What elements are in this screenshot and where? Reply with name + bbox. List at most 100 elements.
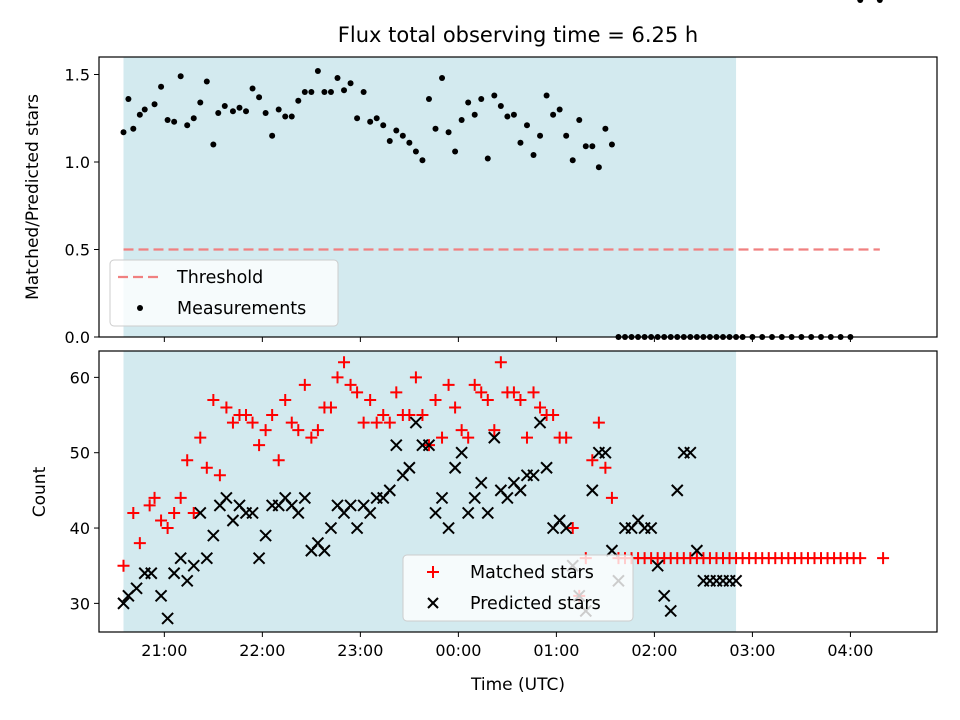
matched-star-point	[324, 401, 337, 414]
measurement-point	[595, 164, 602, 171]
measurement-point	[491, 92, 498, 99]
measurement-point	[203, 78, 210, 85]
predicted-star-point	[690, 544, 704, 557]
measurement-point	[471, 111, 478, 118]
predicted-star-point	[298, 491, 312, 505]
matched-star-point	[259, 424, 272, 437]
matched-star-point	[475, 386, 488, 399]
measurement-point	[386, 138, 393, 144]
predicted-star-point	[130, 582, 143, 595]
measurement-point	[478, 96, 485, 102]
measurement-point	[190, 115, 197, 122]
measurement-point	[130, 125, 137, 132]
matched-star-point	[168, 506, 181, 519]
measurement-point	[569, 157, 576, 164]
predicted-star-point	[540, 461, 553, 474]
count-ytick-label: 60	[70, 368, 90, 387]
predicted-star-point	[174, 551, 187, 565]
matched-star-point	[194, 431, 207, 444]
count-xtick-label: 02:00	[631, 641, 677, 660]
measurement-point	[177, 73, 184, 80]
measurement-point	[262, 110, 269, 116]
predicted-star-point	[246, 506, 259, 520]
measurement-point	[425, 96, 432, 102]
measurement-point	[367, 118, 374, 125]
matched-star-point	[226, 416, 239, 429]
predicted-star-point	[468, 491, 481, 505]
count-xtick-label: 22:00	[239, 641, 285, 660]
predicted-star-point	[429, 506, 442, 520]
matched-star-point	[117, 559, 130, 572]
count-xtick-label: 04:00	[827, 641, 873, 660]
predicted-star-point	[324, 521, 338, 535]
predicted-star-point	[514, 484, 527, 497]
matched-star-point	[266, 409, 279, 422]
matched-star-point	[357, 416, 370, 429]
matched-star-point	[338, 356, 351, 369]
measurement-point	[275, 106, 282, 113]
count-xtick-label: 03:00	[729, 641, 775, 660]
matched-star-point	[143, 499, 156, 512]
predicted-star-point	[154, 589, 168, 603]
measurement-point	[537, 132, 544, 139]
measurement-point	[136, 111, 143, 118]
measurement-point	[210, 141, 217, 148]
measurement-point	[158, 83, 165, 90]
predicted-star-point	[664, 604, 677, 618]
matched-star-point	[240, 409, 253, 422]
measurement-point	[608, 141, 615, 148]
matched-star-point	[416, 409, 429, 422]
measurement-point	[360, 89, 367, 95]
matched-star-point	[351, 386, 364, 399]
matched-star-point	[547, 409, 560, 422]
matched-star-point	[344, 378, 357, 391]
matched-star-point	[494, 356, 507, 369]
predicted-star-point	[599, 446, 612, 459]
measurement-point	[556, 106, 563, 113]
measurement-point	[120, 129, 127, 136]
measurement-point	[321, 89, 328, 95]
measurement-point	[215, 110, 222, 116]
measurement-point	[314, 68, 321, 74]
measurement-point	[432, 125, 439, 132]
matched-star-point	[298, 378, 311, 391]
predicted-star-point	[475, 476, 488, 490]
predicted-star-point	[226, 514, 240, 527]
measurement-point	[221, 103, 228, 109]
predicted-star-point	[363, 506, 377, 520]
predicted-star-point	[435, 491, 449, 505]
measurement-point	[236, 104, 243, 111]
measurement-point	[399, 132, 406, 139]
measurement-point	[876, 0, 883, 3]
measurement-point	[243, 108, 250, 115]
legend-predicted-label: Predicted stars	[470, 594, 601, 614]
measurement-point	[504, 113, 511, 120]
ratio-ytick-label: 0.5	[65, 241, 90, 260]
predicted-star-point	[200, 551, 214, 565]
ratio-axes-frame	[98, 56, 938, 338]
measurement-point	[380, 122, 387, 129]
predicted-star-point	[488, 431, 501, 444]
predicted-star-point	[644, 521, 658, 535]
matched-star-point	[285, 416, 298, 429]
measurement-point	[582, 143, 589, 150]
matched-star-point	[468, 378, 481, 391]
ratio-ytick-label: 1.0	[65, 153, 90, 172]
matched-star-point	[220, 401, 233, 414]
measurement-point	[184, 122, 191, 129]
measurement-point	[484, 155, 491, 162]
measurement-point	[393, 127, 400, 134]
measurement-point	[530, 152, 537, 158]
measurement-point	[354, 115, 361, 122]
measurement-point	[301, 89, 308, 95]
matched-star-point	[488, 424, 501, 437]
measurement-point	[523, 122, 530, 129]
measurement-point	[164, 117, 171, 123]
predicted-star-point	[390, 438, 403, 452]
predicted-star-point	[350, 521, 364, 535]
count-xtick-label: 21:00	[141, 641, 187, 660]
predicted-star-point	[403, 461, 416, 474]
measurement-point	[497, 103, 504, 109]
ratio-panel: 0.0 0.5 1.0 1.5 Matched/Predicted stars Thr…	[23, 0, 938, 347]
predicted-star-point	[181, 574, 194, 587]
